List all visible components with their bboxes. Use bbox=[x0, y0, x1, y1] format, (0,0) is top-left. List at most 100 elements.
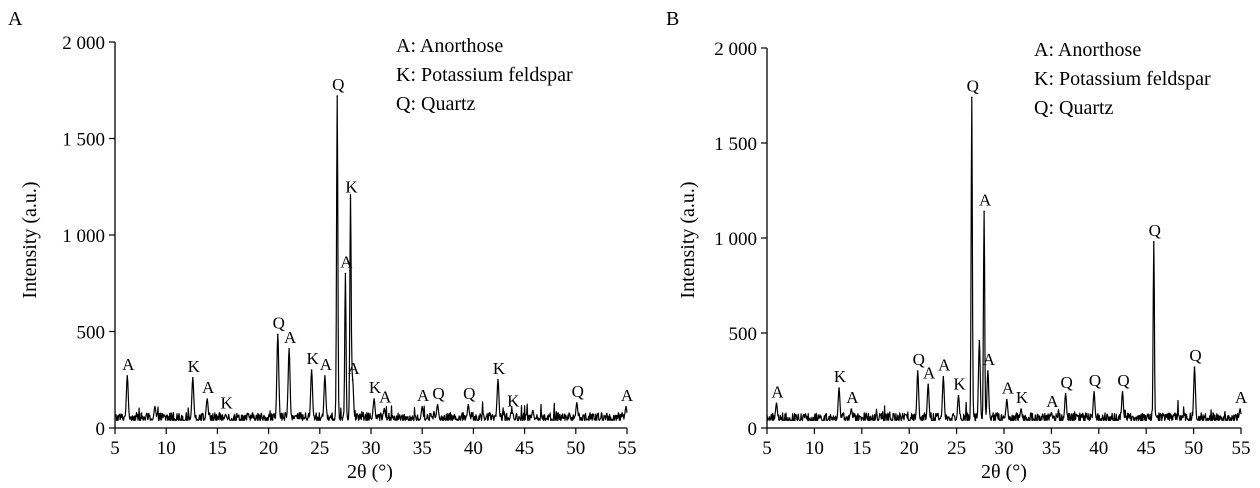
peak-point-a bbox=[421, 405, 424, 408]
peak-label-a: A bbox=[621, 386, 634, 405]
peak-point-b bbox=[850, 408, 853, 410]
peak-point-a bbox=[224, 413, 227, 416]
peak-label-b: A bbox=[1235, 388, 1248, 407]
x-tick-label-a: 25 bbox=[310, 438, 329, 459]
peak-label-a: Q bbox=[572, 382, 584, 401]
peak-point-b bbox=[927, 383, 929, 386]
peak-point-b bbox=[1239, 408, 1241, 410]
panel-letter-a: A bbox=[8, 8, 23, 30]
peak-point-a bbox=[336, 95, 339, 97]
peak-point-b bbox=[1193, 366, 1196, 369]
peak-point-a bbox=[206, 398, 208, 400]
peak-point-b bbox=[1006, 398, 1008, 401]
y-tick-label-a: 500 bbox=[77, 323, 106, 344]
x-tick-label-a: 30 bbox=[362, 438, 381, 459]
y-axis-title-a: Intensity (a.u.) bbox=[19, 181, 41, 298]
x-tick-label-b: 55 bbox=[1232, 438, 1251, 459]
x-axis-title-a: 2θ (°) bbox=[347, 461, 393, 483]
x-tick-label-b: 40 bbox=[1089, 438, 1108, 459]
peak-point-a bbox=[154, 405, 156, 408]
xrd-trace-a bbox=[114, 95, 628, 421]
legend-entry-quartz-a: Q: Quartz bbox=[396, 93, 476, 115]
peak-point-a bbox=[288, 348, 290, 350]
x-tick-label-b: 25 bbox=[947, 438, 966, 459]
x-axis-title-b: 2θ (°) bbox=[981, 461, 1027, 483]
x-tick-label-a: 45 bbox=[515, 438, 534, 459]
peak-label-b: A bbox=[1046, 392, 1059, 411]
peak-point-a bbox=[324, 375, 326, 377]
peak-point-a bbox=[277, 333, 279, 336]
x-tick-label-a: 15 bbox=[208, 438, 227, 459]
y-tick-label-b: 0 bbox=[748, 419, 758, 440]
peak-label-b: Q bbox=[913, 350, 925, 369]
peak-point-b bbox=[775, 402, 778, 405]
x-tick-label-b: 50 bbox=[1184, 438, 1203, 459]
peak-point-b bbox=[970, 96, 973, 99]
peak-point-a bbox=[310, 369, 313, 371]
peak-label-b: Q bbox=[1189, 346, 1201, 365]
peak-label-a: K bbox=[188, 357, 201, 376]
peak-label-a: Q bbox=[432, 384, 444, 403]
peak-label-a: A bbox=[320, 355, 333, 374]
peak-point-b bbox=[916, 370, 919, 372]
legend-entry-anorthose-b: A: Anorthose bbox=[1034, 39, 1141, 61]
peak-point-a bbox=[576, 402, 578, 404]
y-tick-label-a: 2 000 bbox=[62, 33, 105, 54]
peak-label-b: A bbox=[923, 363, 936, 382]
x-tick-label-b: 20 bbox=[900, 438, 919, 459]
y-tick-label-a: 0 bbox=[96, 419, 106, 440]
peak-point-a bbox=[351, 378, 354, 381]
peak-point-a bbox=[373, 398, 375, 400]
peak-label-a: K bbox=[345, 177, 358, 196]
peak-point-a bbox=[436, 404, 439, 406]
legend-b: A: Anorthose K: Potassium feldspar Q: Qu… bbox=[1034, 39, 1211, 119]
legend-entry-potassium-feldspar-b: K: Potassium feldspar bbox=[1034, 68, 1211, 90]
peak-label-a: A bbox=[284, 328, 297, 347]
x-tick-label-b: 35 bbox=[1042, 438, 1061, 459]
y-tick-label-a: 1 000 bbox=[62, 226, 105, 247]
peak-point-a bbox=[531, 409, 534, 412]
peak-label-b: Q bbox=[1089, 371, 1101, 390]
peak-label-a: K bbox=[507, 392, 520, 411]
plot-area-b: 5 10 15 20 25 30 35 40 45 50 55 0 500 1 000 1 500 2 000… bbox=[714, 39, 1250, 459]
peak-point-b bbox=[983, 210, 985, 213]
x-tick-label-a: 50 bbox=[566, 438, 585, 459]
x-tick-label-b: 45 bbox=[1137, 438, 1156, 459]
peak-label-b: Q bbox=[1060, 373, 1072, 392]
peak-label-b: Q bbox=[1149, 221, 1161, 240]
x-tick-label-a: 5 bbox=[110, 438, 120, 459]
x-tick-label-a: 35 bbox=[413, 438, 432, 459]
peak-point-a bbox=[383, 407, 386, 410]
peak-point-b bbox=[987, 370, 989, 372]
y-tick-label-b: 1 500 bbox=[714, 134, 757, 155]
peak-label-a: A bbox=[340, 253, 353, 272]
peak-label-a: K bbox=[493, 359, 506, 378]
peak-point-a bbox=[625, 405, 627, 408]
peak-point-b bbox=[1121, 391, 1124, 393]
y-axis-title-b: Intensity (a.u.) bbox=[677, 181, 699, 298]
peak-point-a bbox=[511, 411, 514, 414]
peak-label-a: A bbox=[122, 355, 135, 374]
peak-point-b bbox=[1093, 391, 1095, 393]
x-tick-label-a: 10 bbox=[157, 438, 176, 459]
peak-label-a: A bbox=[379, 388, 392, 407]
peak-point-a bbox=[344, 272, 347, 275]
peak-label-b: A bbox=[979, 190, 992, 209]
peak-label-a: A bbox=[417, 386, 430, 405]
peak-label-a: K bbox=[220, 393, 233, 412]
peak-point-a bbox=[467, 404, 470, 406]
peak-point-b bbox=[957, 394, 960, 397]
peak-label-a: Q bbox=[463, 384, 475, 403]
peak-point-a bbox=[126, 375, 129, 377]
peak-point-b bbox=[942, 375, 945, 378]
xrd-trace-b bbox=[766, 96, 1242, 421]
x-tick-label-b: 5 bbox=[762, 438, 772, 459]
x-tick-label-b: 15 bbox=[852, 438, 871, 459]
peak-point-a bbox=[349, 197, 352, 200]
peak-point-b bbox=[978, 339, 981, 342]
legend-entry-potassium-feldspar-a: K: Potassium feldspar bbox=[396, 64, 573, 86]
peak-label-b: K bbox=[953, 375, 966, 394]
panel-letter-b: B bbox=[666, 8, 679, 30]
peak-label-b: K bbox=[1016, 388, 1029, 407]
legend-entry-anorthose-a: A: Anorthose bbox=[396, 35, 503, 57]
